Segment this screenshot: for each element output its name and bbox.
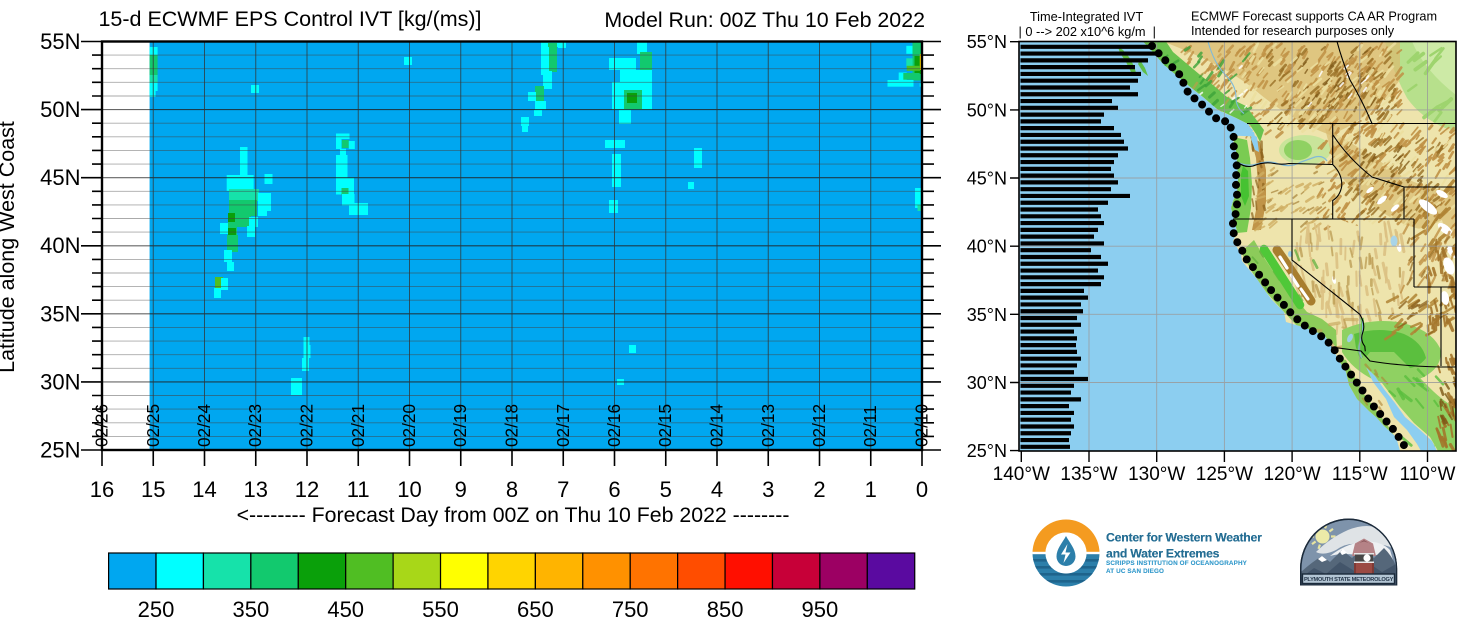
svg-text:02/24: 02/24: [194, 404, 214, 447]
svg-text:Center for Western Weather: Center for Western Weather: [1106, 531, 1262, 545]
svg-text:40N: 40N: [40, 233, 80, 258]
svg-text:115°W: 115°W: [1332, 464, 1388, 485]
svg-text:02/10: 02/10: [912, 404, 932, 447]
svg-text:13: 13: [244, 477, 268, 502]
svg-text:02/18: 02/18: [502, 404, 522, 447]
svg-text:850: 850: [707, 597, 744, 622]
svg-text:50N: 50N: [40, 97, 80, 122]
svg-text:45°N: 45°N: [967, 169, 1007, 189]
svg-text:1: 1: [865, 477, 877, 502]
svg-text:130°W: 130°W: [1128, 464, 1185, 485]
svg-text:120°W: 120°W: [1263, 464, 1320, 485]
svg-text:30°N: 30°N: [967, 373, 1007, 393]
svg-text:Center for Western Weather: Center for Western Weather: [1106, 531, 1262, 545]
svg-text:4: 4: [711, 477, 723, 502]
svg-text:2: 2: [813, 477, 825, 502]
svg-text:140°W: 140°W: [993, 464, 1050, 485]
svg-text:Intended for research purposes: Intended for research purposes only: [1191, 24, 1395, 38]
svg-text:02/11: 02/11: [860, 405, 880, 447]
svg-text:AT UC SAN DIEGO: AT UC SAN DIEGO: [1106, 568, 1164, 575]
svg-text:11: 11: [347, 477, 370, 502]
svg-text:Time-Integrated IVT: Time-Integrated IVT: [1030, 9, 1143, 24]
svg-text:02/16: 02/16: [604, 404, 624, 447]
svg-text:3: 3: [762, 477, 774, 502]
svg-text:35°N: 35°N: [967, 305, 1007, 325]
svg-text:02/22: 02/22: [297, 404, 317, 447]
svg-text:02/12: 02/12: [809, 404, 829, 447]
svg-text:40°N: 40°N: [967, 237, 1007, 257]
svg-text:02/14: 02/14: [707, 404, 727, 447]
svg-text:14: 14: [192, 477, 216, 502]
svg-text:950: 950: [802, 597, 839, 622]
svg-text:550: 550: [422, 597, 459, 622]
svg-text:16: 16: [90, 477, 114, 502]
svg-text:25°N: 25°N: [967, 441, 1007, 461]
svg-text:02/20: 02/20: [399, 404, 419, 447]
svg-text:35N: 35N: [40, 301, 80, 326]
svg-text:02/25: 02/25: [143, 404, 163, 447]
svg-text:135°W: 135°W: [1060, 464, 1117, 485]
svg-text:02/26: 02/26: [92, 404, 112, 447]
svg-text:650: 650: [517, 597, 554, 622]
svg-text:7: 7: [557, 477, 569, 502]
svg-text:55°N: 55°N: [967, 32, 1007, 52]
svg-text:<-------- Forecast Day from 00: <-------- Forecast Day from 00Z on Thu 1…: [237, 503, 790, 527]
svg-text:5: 5: [660, 477, 672, 502]
svg-text:10: 10: [397, 477, 421, 502]
svg-text:AT UC SAN DIEGO: AT UC SAN DIEGO: [1106, 568, 1164, 575]
svg-text:55N: 55N: [40, 29, 80, 54]
svg-text:6: 6: [608, 477, 620, 502]
svg-text:25N: 25N: [40, 438, 80, 463]
svg-text:02/21: 02/21: [348, 404, 368, 447]
svg-text:50°N: 50°N: [967, 100, 1007, 120]
svg-text:45N: 45N: [40, 165, 80, 190]
svg-text:30N: 30N: [40, 369, 80, 394]
svg-text:450: 450: [327, 597, 364, 622]
svg-text:250: 250: [138, 597, 175, 622]
svg-text:and Water Extremes: and Water Extremes: [1106, 547, 1220, 561]
svg-text:0: 0: [916, 477, 928, 502]
svg-text:PLYMOUTH STATE METEOROLOGY: PLYMOUTH STATE METEOROLOGY: [1304, 577, 1394, 583]
svg-text:02/15: 02/15: [655, 404, 675, 447]
svg-text:02/23: 02/23: [245, 404, 265, 447]
svg-text:and Water Extremes: and Water Extremes: [1106, 547, 1220, 561]
svg-text:02/13: 02/13: [758, 404, 778, 447]
svg-text:Latitude along West Coast: Latitude along West Coast: [0, 121, 19, 373]
svg-text:350: 350: [233, 597, 270, 622]
svg-text:| 0 --> 202 x10^6 kg/m |: | 0 --> 202 x10^6 kg/m |: [1019, 24, 1157, 39]
svg-text:8: 8: [506, 477, 518, 502]
svg-text:SCRIPPS INSTITUTION OF OCEANOG: SCRIPPS INSTITUTION OF OCEANOGRAPHY: [1106, 560, 1248, 567]
svg-text:ECMWF Forecast supports CA AR: ECMWF Forecast supports CA AR Program: [1191, 9, 1437, 23]
svg-text:12: 12: [295, 477, 319, 502]
svg-text:125°W: 125°W: [1196, 464, 1253, 485]
svg-text:15-d ECWMF EPS Control IVT [kg: 15-d ECWMF EPS Control IVT [kg/(ms)]: [98, 7, 481, 31]
svg-text:02/17: 02/17: [553, 404, 573, 447]
svg-text:15: 15: [141, 477, 165, 502]
svg-text:9: 9: [455, 477, 467, 502]
svg-text:110°W: 110°W: [1400, 464, 1456, 485]
svg-text:750: 750: [612, 597, 649, 622]
svg-text:Model Run: 00Z Thu 10 Feb 2022: Model Run: 00Z Thu 10 Feb 2022: [604, 8, 925, 32]
svg-text:02/19: 02/19: [450, 404, 470, 447]
svg-text:SCRIPPS INSTITUTION OF OCEANOG: SCRIPPS INSTITUTION OF OCEANOGRAPHY: [1106, 560, 1248, 567]
